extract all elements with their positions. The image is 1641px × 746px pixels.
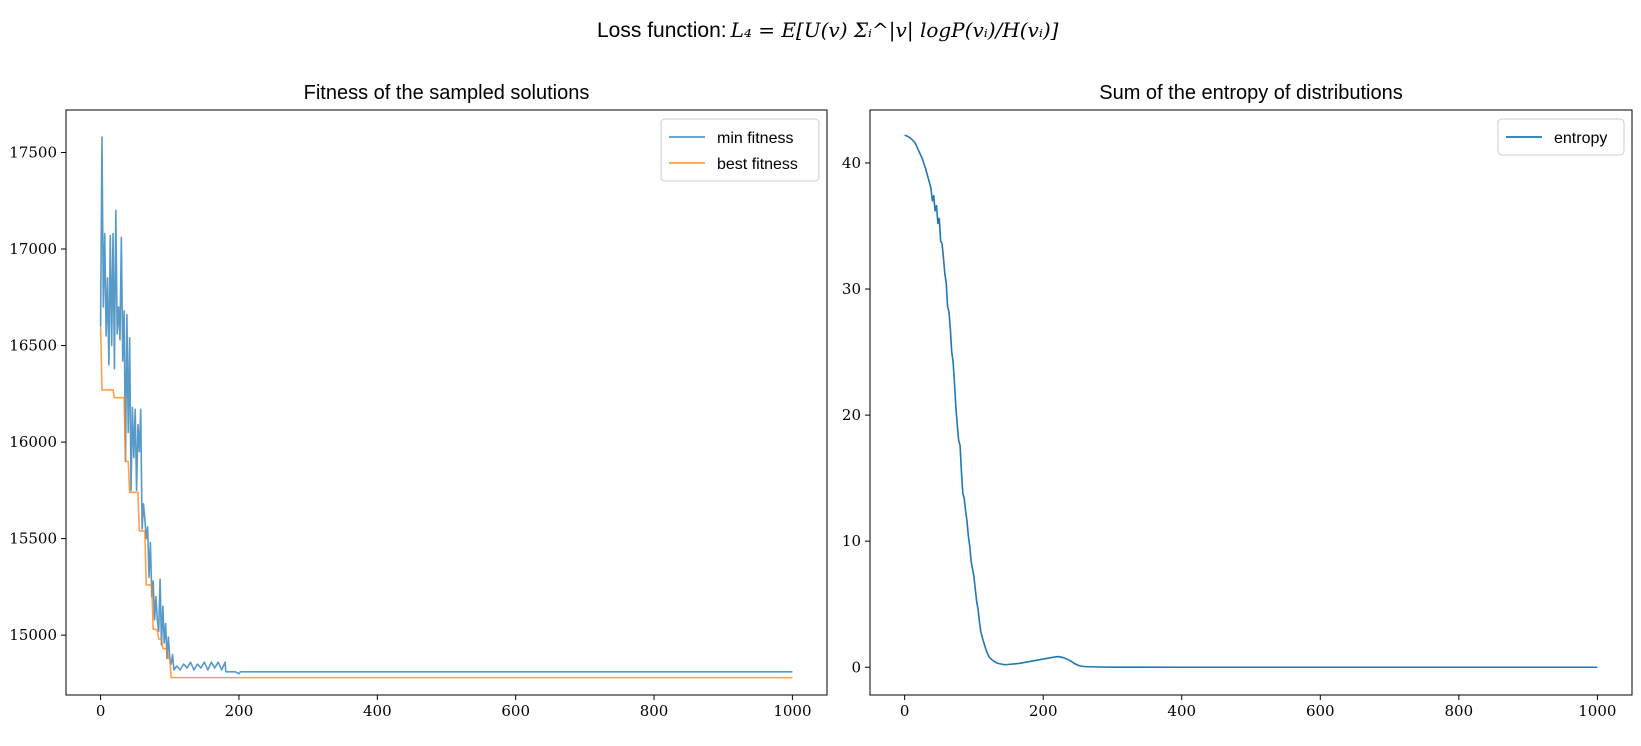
chart-2-xtick-label: 800 (1444, 702, 1473, 720)
chart-2-title: Sum of the entropy of distributions (1099, 82, 1403, 104)
chart-2-ytick-label: 20 (842, 406, 861, 424)
chart-1-title: Fitness of the sampled solutions (304, 82, 590, 104)
chart-2-ytick-label: 40 (842, 154, 861, 172)
suptitle-prefix: Loss function: (597, 19, 727, 42)
chart-1-xtick-label: 400 (363, 702, 392, 720)
chart-1-frame (65, 109, 828, 696)
chart-1-legend: min fitness best fitness (660, 118, 820, 182)
chart-1-series-min-fitness-line (99, 136, 793, 675)
suptitle-formula: L₄ = E[U(v) Σᵢ^|v| logP(vᵢ)/H(vᵢ)] (730, 18, 1059, 43)
chart-1-ytick-label: 17500 (9, 143, 57, 161)
chart-1-xtick-label: 600 (501, 702, 530, 720)
chart-2-series-entropy-line (904, 134, 1598, 669)
chart-1-legend-label-best-fitness: best fitness (717, 156, 798, 173)
chart-1-ytick-label: 15500 (9, 530, 57, 548)
chart-2-xtick-label: 200 (1029, 702, 1058, 720)
chart-2-ytick-label: 30 (842, 280, 861, 298)
chart-2-xtick-label: 0 (900, 702, 910, 720)
suptitle: Loss function: L₄ = E[U(v) Σᵢ^|v| logP(v… (597, 18, 1059, 43)
chart-1-xtick-label: 1000 (773, 702, 811, 720)
chart-1-xtick-label: 200 (225, 702, 254, 720)
chart-1-ytick-label: 16500 (9, 337, 57, 355)
chart-2-ytick-label: 0 (851, 658, 861, 676)
chart-2-frame (869, 109, 1633, 696)
chart-1-xtick-label: 800 (640, 702, 669, 720)
axes-fitness: Fitness of the sampled solutions 0 200 400 6… (9, 82, 828, 720)
chart-1-ytick-label: 15000 (9, 626, 57, 644)
chart-2-ytick-label: 10 (842, 532, 861, 550)
chart-1-legend-box (660, 118, 820, 182)
chart-2-xtick-label: 600 (1306, 702, 1335, 720)
chart-2-legend: entropy (1497, 118, 1625, 156)
chart-2-legend-label-entropy: entropy (1554, 130, 1607, 147)
chart-1-ytick-label: 16000 (9, 433, 57, 451)
chart-1-legend-label-min-fitness: min fitness (717, 130, 793, 147)
chart-1-series-best-fitness-line (99, 326, 793, 679)
chart-2-xtick-label: 1000 (1578, 702, 1616, 720)
chart-1-ytick-label: 17000 (9, 240, 57, 258)
chart-2-legend-box (1497, 118, 1625, 156)
chart-1-xtick-label: 0 (96, 702, 106, 720)
chart-2-xtick-label: 400 (1167, 702, 1196, 720)
